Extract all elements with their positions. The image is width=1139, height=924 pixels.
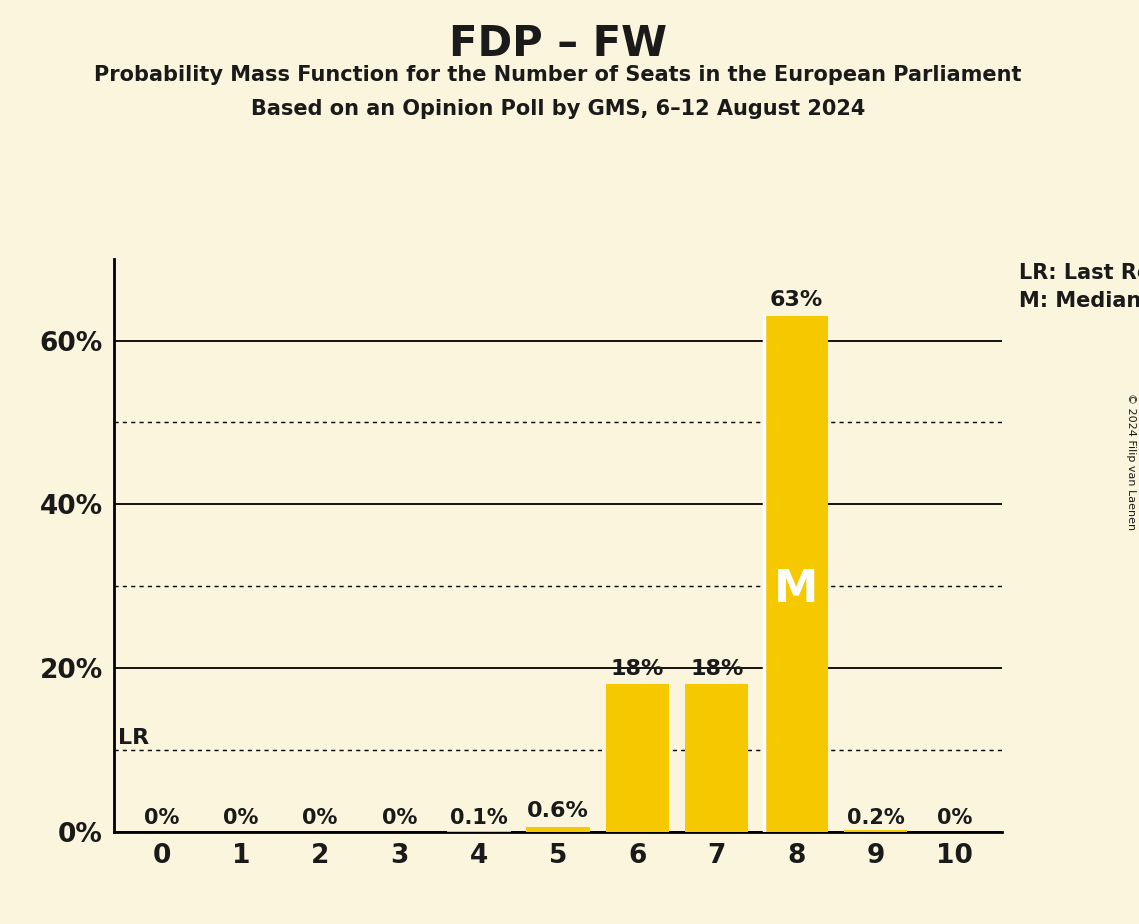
- Text: LR: Last Result: LR: Last Result: [1019, 263, 1139, 284]
- Text: 0.2%: 0.2%: [846, 808, 904, 828]
- Text: FDP – FW: FDP – FW: [449, 23, 667, 65]
- Text: 18%: 18%: [690, 659, 744, 678]
- Text: 0.6%: 0.6%: [527, 801, 589, 821]
- Text: 0%: 0%: [223, 808, 259, 828]
- Text: Based on an Opinion Poll by GMS, 6–12 August 2024: Based on an Opinion Poll by GMS, 6–12 Au…: [251, 99, 866, 119]
- Text: 63%: 63%: [770, 290, 822, 310]
- Text: M: Median: M: Median: [1019, 291, 1139, 311]
- Text: Probability Mass Function for the Number of Seats in the European Parliament: Probability Mass Function for the Number…: [95, 65, 1022, 85]
- Bar: [764, 316, 828, 832]
- Text: LR: LR: [117, 728, 149, 748]
- Text: M: M: [773, 567, 818, 611]
- Text: 18%: 18%: [611, 659, 664, 678]
- Text: 0%: 0%: [382, 808, 417, 828]
- Bar: [606, 685, 670, 832]
- Text: 0%: 0%: [303, 808, 338, 828]
- Text: 0.1%: 0.1%: [450, 808, 508, 828]
- Text: 0%: 0%: [937, 808, 973, 828]
- Text: 0%: 0%: [144, 808, 179, 828]
- Bar: [526, 827, 590, 832]
- Bar: [685, 685, 748, 832]
- Bar: [844, 830, 907, 832]
- Text: © 2024 Filip van Laenen: © 2024 Filip van Laenen: [1126, 394, 1136, 530]
